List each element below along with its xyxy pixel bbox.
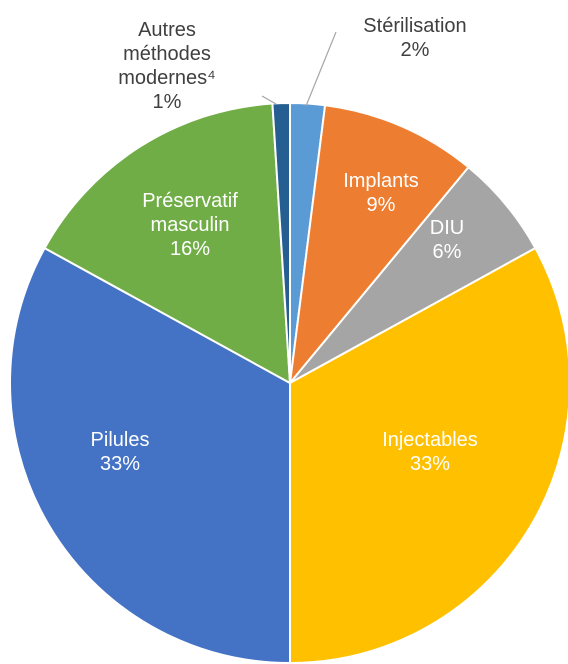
value-label: 33% — [409, 453, 451, 475]
pie-slice — [43, 102, 292, 385]
value-label: 9% — [366, 194, 396, 216]
value-label: 16% — [169, 238, 211, 260]
value-label: 33% — [99, 453, 141, 475]
category-label: Pilules — [90, 429, 150, 451]
slice-label: DIU 6% — [407, 216, 487, 264]
category-label: Stérilisation — [363, 15, 467, 37]
category-label: Autres méthodes modernes⁴ — [118, 19, 216, 89]
pie-slice — [288, 104, 470, 387]
slice-label: Injectables 33% — [350, 428, 510, 476]
slice-label: Stérilisation 2% — [335, 14, 495, 62]
leader-line — [305, 31, 337, 107]
value-label: 1% — [152, 91, 182, 113]
slice-label: Pilules 33% — [60, 428, 180, 476]
pie-slice — [9, 246, 291, 664]
pie-slice — [271, 101, 291, 384]
slice-label: Autres méthodes modernes⁴ 1% — [112, 18, 222, 114]
value-label: 6% — [432, 241, 462, 263]
pie-slice — [289, 246, 568, 664]
category-label: DIU — [429, 217, 465, 239]
slice-label: Implants 9% — [321, 169, 441, 217]
category-label: Implants — [343, 170, 419, 192]
leader-line — [261, 95, 277, 105]
category-label: Injectables — [382, 429, 478, 451]
value-label: 2% — [400, 39, 430, 61]
slice-label: Préservatif masculin 16% — [125, 189, 255, 261]
category-label: Préservatif masculin — [142, 190, 238, 236]
